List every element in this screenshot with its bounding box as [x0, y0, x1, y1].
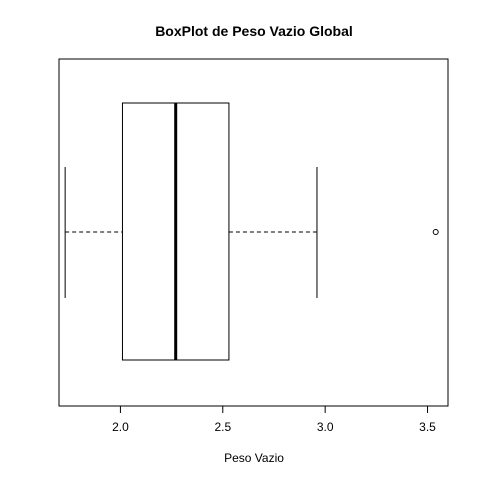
x-tick-label: 3.5 [419, 420, 436, 434]
chart-title: BoxPlot de Peso Vazio Global [155, 23, 353, 39]
x-axis: 2.0 2.5 3.0 3.5 [112, 405, 436, 434]
x-tick-label: 3.0 [317, 420, 334, 434]
x-axis-label: Peso Vazio [224, 451, 284, 465]
x-tick-label: 2.0 [112, 420, 129, 434]
boxplot [64, 102, 439, 361]
outliers [432, 229, 439, 235]
outlier-point [432, 229, 439, 235]
x-tick-label: 2.5 [214, 420, 231, 434]
